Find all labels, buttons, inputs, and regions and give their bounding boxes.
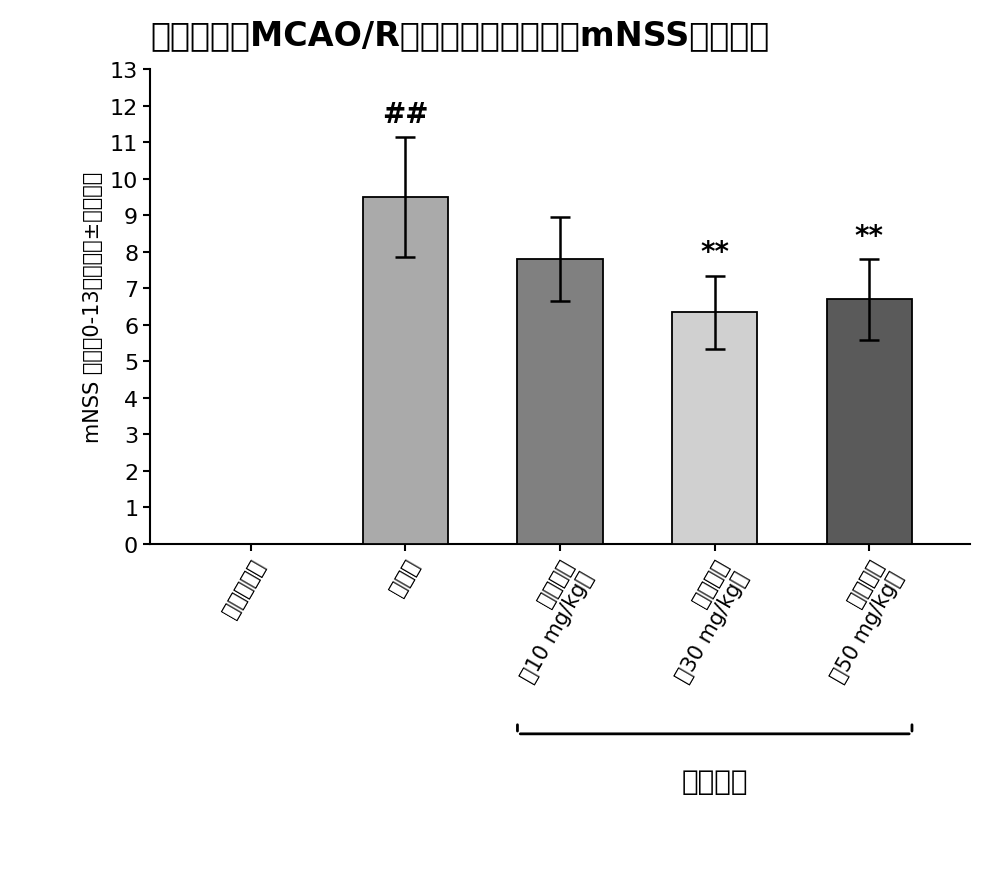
Y-axis label: mNSS 得分（0-13，平均値±标准差）: mNSS 得分（0-13，平均値±标准差） [83,172,103,443]
Bar [827,300,912,544]
Bar [363,198,448,544]
Bar [672,313,757,544]
Bar [517,260,603,544]
Text: 贝利司他: 贝利司他 [681,767,748,795]
Text: **: ** [855,223,884,251]
Text: 贝利司他对MCAO/R大鼠神经功能评分（mNSS）的影响: 贝利司他对MCAO/R大鼠神经功能评分（mNSS）的影响 [150,19,769,53]
Text: ##: ## [382,101,429,128]
Text: **: ** [700,239,729,267]
